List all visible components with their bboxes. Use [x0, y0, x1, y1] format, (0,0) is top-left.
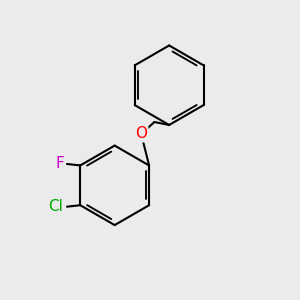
Text: F: F	[55, 157, 64, 172]
Text: Cl: Cl	[48, 199, 63, 214]
Text: O: O	[135, 126, 147, 141]
